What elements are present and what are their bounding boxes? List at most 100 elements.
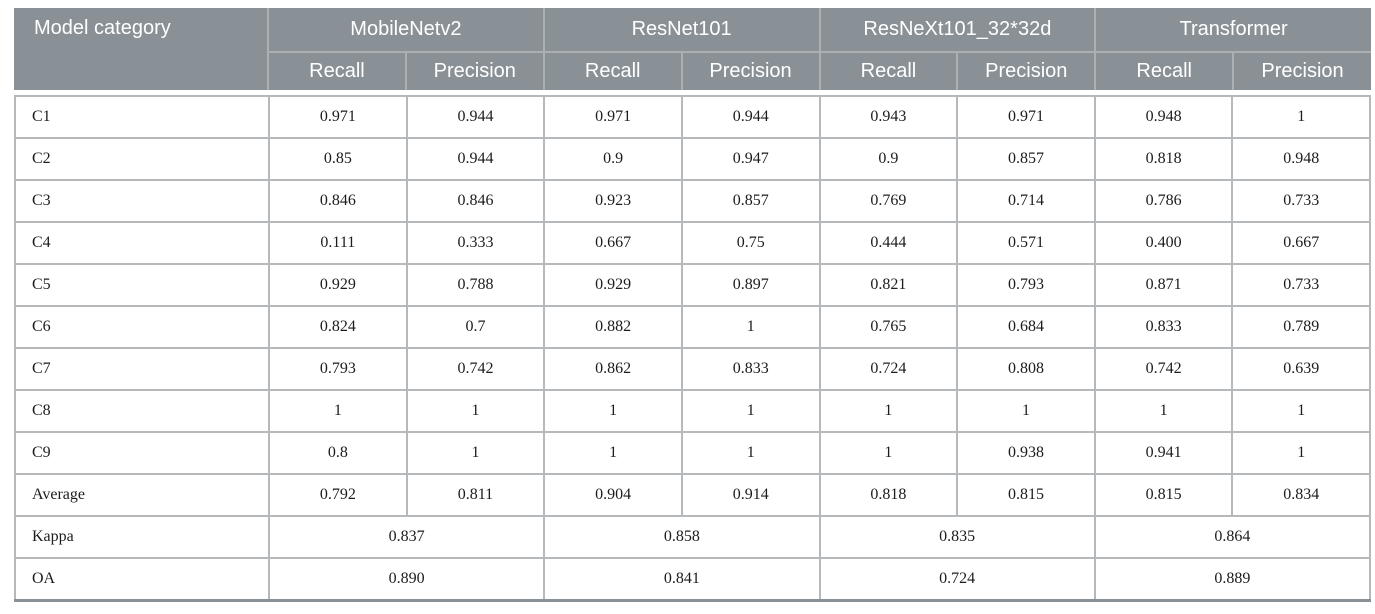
table-row-c9: C9 0.8 1 1 1 1 0.938 0.941 1 [14, 431, 1371, 475]
model-group-resnext101: ResNeXt101_32*32d [818, 7, 1097, 53]
data-cell: 0.765 [818, 305, 959, 349]
results-table-body: C1 0.971 0.944 0.971 0.944 0.943 0.971 0… [14, 95, 1372, 602]
data-cell: 0.824 [268, 305, 408, 349]
data-cell: 0.818 [1093, 137, 1234, 181]
data-cell: 0.904 [543, 473, 683, 517]
metric-header-recall: Recall [267, 51, 407, 91]
data-cell: 0.971 [956, 95, 1096, 139]
data-cell: 1 [680, 431, 821, 475]
metric-header-row: Recall Precision Recall Precision Recall… [14, 51, 1372, 91]
data-cell: 0.938 [956, 431, 1096, 475]
data-cell: 0.871 [1093, 263, 1234, 307]
data-cell: 1 [956, 389, 1096, 433]
row-label: C2 [14, 137, 270, 181]
data-cell: 0.882 [543, 305, 683, 349]
data-cell: 0.944 [405, 95, 546, 139]
data-cell: 1 [543, 431, 683, 475]
data-cell: 0.667 [1231, 221, 1371, 265]
row-label: Average [14, 473, 270, 517]
table-row-average: Average 0.792 0.811 0.904 0.914 0.818 0.… [14, 473, 1371, 517]
table-row-c5: C5 0.929 0.788 0.929 0.897 0.821 0.793 0… [14, 263, 1371, 307]
data-cell: 0.75 [680, 221, 821, 265]
data-cell: 0.808 [956, 347, 1096, 391]
row-label: C9 [14, 431, 270, 475]
data-cell: 0.793 [268, 347, 408, 391]
model-group-transformer: Transformer [1094, 7, 1372, 53]
table-row-c8: C8 1 1 1 1 1 1 1 1 [14, 389, 1371, 433]
data-cell: 0.833 [680, 347, 821, 391]
data-cell: 0.914 [680, 473, 821, 517]
data-cell: 0.971 [268, 95, 408, 139]
row-label: Kappa [14, 515, 270, 559]
table-row-c3: C3 0.846 0.846 0.923 0.857 0.769 0.714 0… [14, 179, 1371, 223]
data-cell: 0.667 [543, 221, 683, 265]
data-cell: 0.769 [818, 179, 959, 223]
data-cell: 0.948 [1093, 95, 1234, 139]
data-cell-merged: 0.858 [543, 515, 821, 559]
data-cell: 0.444 [818, 221, 959, 265]
data-cell: 0.786 [1093, 179, 1234, 223]
data-cell-merged: 0.889 [1093, 557, 1372, 601]
data-cell: 0.111 [268, 221, 408, 265]
data-cell-merged: 0.841 [543, 557, 821, 601]
data-cell: 0.9 [818, 137, 959, 181]
data-cell-merged: 0.890 [267, 557, 546, 601]
data-cell-merged: 0.835 [818, 515, 1096, 559]
data-cell: 0.821 [818, 263, 959, 307]
data-cell: 0.857 [956, 137, 1096, 181]
data-cell: 0.9 [543, 137, 683, 181]
data-cell: 0.788 [405, 263, 546, 307]
data-cell: 0.834 [1231, 473, 1371, 517]
model-group-resnet101: ResNet101 [542, 7, 821, 53]
data-cell: 0.714 [956, 179, 1096, 223]
data-cell: 0.815 [956, 473, 1096, 517]
data-cell: 0.897 [680, 263, 821, 307]
data-cell: 0.833 [1093, 305, 1234, 349]
data-cell: 1 [1231, 431, 1371, 475]
data-cell: 0.815 [1093, 473, 1234, 517]
table-row-c7: C7 0.793 0.742 0.862 0.833 0.724 0.808 0… [14, 347, 1371, 391]
metric-header-precision: Precision [1232, 51, 1372, 91]
data-cell: 0.943 [818, 95, 959, 139]
data-cell: 0.85 [268, 137, 408, 181]
data-cell: 0.333 [405, 221, 546, 265]
data-cell: 0.8 [268, 431, 408, 475]
data-cell: 0.971 [543, 95, 683, 139]
data-cell: 0.639 [1231, 347, 1371, 391]
data-cell: 0.944 [405, 137, 546, 181]
row-label: C8 [14, 389, 270, 433]
data-cell: 0.400 [1093, 221, 1234, 265]
metric-header-precision: Precision [680, 51, 821, 91]
data-cell: 1 [405, 431, 546, 475]
data-cell: 1 [1093, 389, 1234, 433]
row-label: C3 [14, 179, 270, 223]
row-label: OA [14, 557, 270, 601]
row-label: C4 [14, 221, 270, 265]
data-cell: 0.733 [1231, 263, 1371, 307]
data-cell: 1 [268, 389, 408, 433]
data-cell-merged: 0.864 [1093, 515, 1372, 559]
data-cell: 0.941 [1093, 431, 1234, 475]
data-cell: 0.923 [543, 179, 683, 223]
data-cell: 0.846 [268, 179, 408, 223]
data-cell-merged: 0.724 [818, 557, 1096, 601]
metric-header-recall: Recall [818, 51, 959, 91]
data-cell: 1 [1231, 389, 1371, 433]
data-cell: 0.733 [1231, 179, 1371, 223]
data-cell: 1 [818, 389, 959, 433]
row-label: C5 [14, 263, 270, 307]
data-cell: 1 [818, 431, 959, 475]
data-cell: 0.811 [405, 473, 546, 517]
data-cell: 0.742 [1093, 347, 1234, 391]
data-cell: 1 [1231, 95, 1371, 139]
data-cell: 1 [543, 389, 683, 433]
data-cell: 0.789 [1231, 305, 1371, 349]
data-cell: 0.793 [956, 263, 1096, 307]
metric-header-precision: Precision [404, 51, 545, 91]
data-cell: 0.929 [543, 263, 683, 307]
data-cell: 0.947 [680, 137, 821, 181]
data-cell: 0.724 [818, 347, 959, 391]
table-row-c4: C4 0.111 0.333 0.667 0.75 0.444 0.571 0.… [14, 221, 1371, 265]
data-cell: 1 [405, 389, 546, 433]
data-cell: 0.7 [405, 305, 546, 349]
